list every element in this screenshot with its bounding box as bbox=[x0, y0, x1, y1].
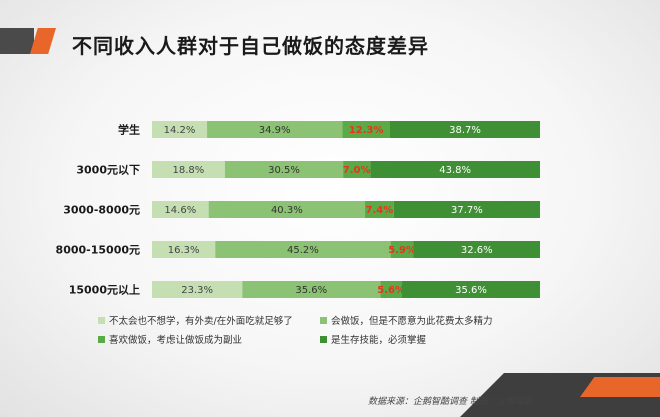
data-label: 30.5% bbox=[268, 165, 300, 176]
bar-segment bbox=[343, 161, 371, 178]
data-label: 14.2% bbox=[164, 125, 196, 136]
bar-segment bbox=[390, 241, 414, 258]
legend-swatch bbox=[98, 317, 105, 324]
data-label: 34.9% bbox=[259, 125, 291, 136]
legend-label: 是生存技能，必须掌握 bbox=[331, 334, 427, 346]
bar-segment bbox=[152, 281, 243, 298]
legend-label: 喜欢做饭，考虑让做饭成为副业 bbox=[109, 334, 242, 346]
bar-segment bbox=[152, 161, 225, 178]
bar-segment bbox=[342, 121, 390, 138]
data-label: 45.2% bbox=[287, 245, 319, 256]
data-label: 37.7% bbox=[451, 205, 483, 216]
category-label: 学生 bbox=[118, 123, 140, 137]
legend-swatch bbox=[98, 336, 105, 343]
data-label: 14.6% bbox=[164, 205, 196, 216]
bar-segment bbox=[152, 241, 216, 258]
data-label: 12.3% bbox=[349, 125, 384, 136]
legend-swatch bbox=[320, 336, 327, 343]
bar-segment bbox=[152, 121, 208, 138]
bar-segment bbox=[413, 241, 540, 258]
data-label: 16.3% bbox=[168, 245, 200, 256]
bar-segment bbox=[152, 201, 209, 218]
category-label: 3000元以下 bbox=[76, 164, 140, 177]
data-label: 43.8% bbox=[439, 165, 471, 176]
data-label: 40.3% bbox=[271, 205, 303, 216]
bar-segment bbox=[224, 161, 344, 178]
bar-segment bbox=[402, 281, 540, 298]
data-label: 7.0% bbox=[343, 165, 371, 176]
data-label: 32.6% bbox=[461, 245, 493, 256]
data-label: 7.4% bbox=[366, 205, 394, 216]
legend-label: 不太会也不想学，有外卖/在外面吃就足够了 bbox=[109, 315, 293, 327]
data-label: 18.8% bbox=[173, 165, 205, 176]
bar-segment bbox=[365, 201, 394, 218]
footer-accent-orange bbox=[580, 377, 660, 397]
bar-segment bbox=[393, 201, 540, 218]
bar-segment bbox=[207, 121, 343, 138]
data-source-note: 数据来源：企鹅智酷调查 制图：企鹅智酷 bbox=[368, 397, 533, 407]
data-label: 38.7% bbox=[449, 125, 481, 136]
legend-swatch bbox=[320, 317, 327, 324]
category-label: 15000元以上 bbox=[69, 283, 140, 297]
bar-segment bbox=[208, 201, 366, 218]
data-label: 35.6% bbox=[295, 285, 327, 296]
bar-segment bbox=[370, 161, 540, 178]
bar-segment bbox=[380, 281, 403, 298]
data-label: 5.9% bbox=[388, 245, 416, 256]
category-label: 3000-8000元 bbox=[63, 204, 140, 217]
category-label: 8000-15000元 bbox=[56, 244, 140, 257]
data-label: 5.6% bbox=[377, 285, 405, 296]
bar-segment bbox=[389, 121, 540, 138]
legend-label: 会做饭，但是不愿意为此花费太多精力 bbox=[331, 315, 493, 327]
page-title: 不同收入人群对于自己做饭的态度差异 bbox=[72, 34, 429, 58]
data-label: 23.3% bbox=[181, 285, 213, 296]
title-accent-dark bbox=[0, 28, 34, 54]
bar-segment bbox=[242, 281, 381, 298]
data-label: 35.6% bbox=[455, 285, 487, 296]
bar-segment bbox=[215, 241, 391, 258]
